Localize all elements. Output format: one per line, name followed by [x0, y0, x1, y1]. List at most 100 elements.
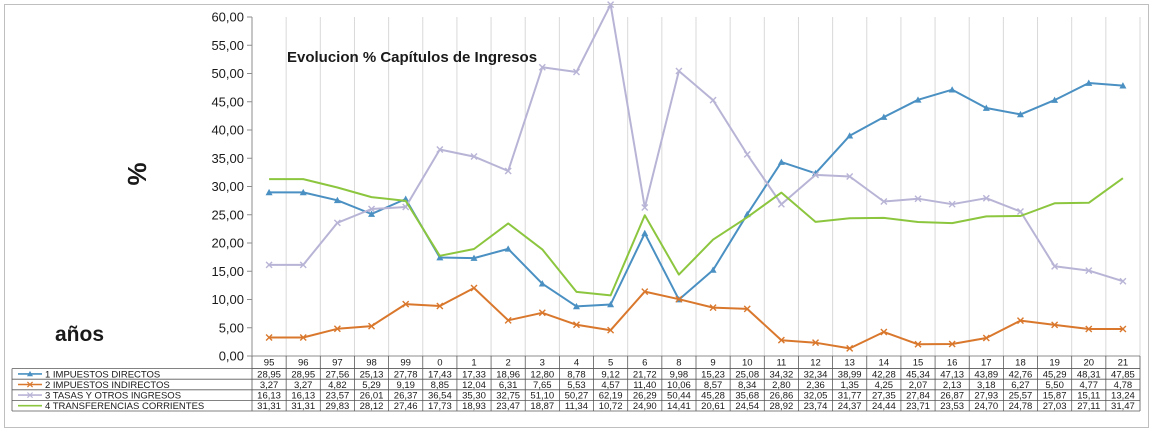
- data-point: [982, 104, 990, 111]
- data-point: [572, 68, 580, 76]
- table-cell: 27,84: [906, 391, 930, 402]
- data-point: [607, 326, 615, 334]
- table-cell: 23,57: [325, 391, 349, 402]
- data-point-stroke: [743, 305, 751, 313]
- data-point-stroke: [470, 284, 478, 292]
- data-point-stroke: [777, 336, 785, 344]
- data-point: [846, 132, 854, 139]
- data-point: [709, 96, 717, 104]
- data-point-stroke: [914, 340, 922, 348]
- data-point-stroke: [572, 321, 580, 329]
- data-point: [470, 153, 478, 161]
- data-point: [1119, 82, 1127, 89]
- data-point-stroke: [846, 173, 854, 180]
- table-cell: 6,27: [1011, 380, 1030, 391]
- data-point: [299, 334, 307, 342]
- data-point-stroke: [504, 167, 512, 175]
- x-tick-label: 96: [298, 358, 309, 369]
- table-cell: 18,87: [530, 401, 554, 412]
- table-cell: 11,34: [565, 401, 588, 412]
- data-point: [538, 63, 546, 71]
- x-tick-label: 13: [844, 358, 855, 369]
- table-cell: 5,53: [567, 380, 586, 391]
- data-point: [333, 196, 341, 204]
- table-cell: 24,78: [1009, 401, 1033, 412]
- data-point: [982, 194, 990, 202]
- table-cell: 8,57: [704, 380, 723, 391]
- table-cell: 4,57: [601, 380, 620, 391]
- x-tick-label: 97: [332, 358, 343, 369]
- table-cell: 23,47: [496, 401, 520, 412]
- table-cell: 26,29: [633, 391, 657, 402]
- data-point: [504, 167, 512, 175]
- y-tick-label: 50,00: [211, 66, 244, 81]
- table-cell: 28,12: [360, 401, 384, 412]
- data-point: [368, 210, 376, 217]
- data-point: [1016, 208, 1024, 216]
- data-point: [265, 188, 273, 196]
- table-cell: 4,82: [328, 380, 347, 391]
- data-point: [641, 203, 649, 211]
- table-cell: 25,13: [360, 369, 384, 380]
- table-cell: 24,70: [974, 401, 998, 412]
- data-point: [1016, 317, 1024, 325]
- x-tick-label: 4: [574, 358, 579, 369]
- table-cell: 62,19: [599, 391, 623, 402]
- data-point-stroke: [812, 171, 820, 179]
- y-tick-label: 35,00: [211, 151, 244, 166]
- table-cell: 12,80: [530, 369, 554, 380]
- table-cell: 43,89: [974, 369, 998, 380]
- data-point-stroke: [402, 300, 410, 308]
- table-cell: 31,47: [1111, 401, 1135, 412]
- data-point-stroke: [607, 326, 615, 334]
- data-point-stroke: [538, 63, 546, 71]
- data-point: [1085, 267, 1093, 275]
- table-cell: 31,31: [291, 401, 315, 412]
- data-point-stroke: [709, 96, 717, 104]
- data-point: [812, 339, 820, 347]
- table-cell: 29,83: [325, 401, 349, 412]
- table-cell: 42,76: [1009, 369, 1033, 380]
- data-point: [368, 322, 376, 330]
- data-point-stroke: [709, 304, 717, 312]
- table-cell: 45,34: [906, 369, 930, 380]
- data-point: [948, 340, 956, 348]
- table-cell: 24,54: [735, 401, 759, 412]
- table-cell: 45,28: [701, 391, 725, 402]
- table-cell: 16,13: [291, 391, 315, 402]
- data-point-stroke: [641, 203, 649, 211]
- y-tick-label: 5,00: [219, 320, 244, 335]
- table-cell: 27,03: [1043, 401, 1067, 412]
- data-point: [436, 254, 444, 261]
- data-point-stroke: [880, 197, 888, 205]
- data-point: [299, 261, 307, 269]
- table-cell: 15,11: [1077, 391, 1100, 402]
- table-cell: 27,35: [872, 391, 896, 402]
- data-point: [436, 302, 444, 310]
- table-cell: 28,92: [769, 401, 793, 412]
- table-cell: 24,90: [633, 401, 657, 412]
- table-cell: 23,74: [804, 401, 828, 412]
- data-point-stroke: [1119, 325, 1127, 333]
- table-cell: 26,87: [940, 391, 964, 402]
- data-point: [607, 1, 615, 9]
- table-cell: 2,80: [772, 380, 791, 391]
- table-cell: 25,08: [735, 369, 759, 380]
- data-point-stroke: [675, 295, 683, 303]
- y-axis-label: %: [122, 162, 152, 185]
- data-point-stroke: [777, 200, 785, 208]
- x-tick-label: 14: [879, 358, 890, 369]
- table-cell: 23,53: [940, 401, 964, 412]
- table-cell: 31,31: [257, 401, 281, 412]
- table-cell: 21,72: [633, 369, 657, 380]
- chart-frame: [4, 4, 1149, 428]
- table-cell: 9,19: [396, 380, 415, 391]
- data-point-stroke: [982, 194, 990, 202]
- table-cell: 32,34: [804, 369, 828, 380]
- legend-label: 3 TASAS Y OTROS INGRESOS: [45, 391, 181, 402]
- table-cell: 15,87: [1043, 391, 1067, 402]
- table-cell: 26,01: [360, 391, 384, 402]
- data-point: [1119, 325, 1127, 333]
- table-cell: 9,12: [601, 369, 620, 380]
- table-cell: 3,18: [977, 380, 996, 391]
